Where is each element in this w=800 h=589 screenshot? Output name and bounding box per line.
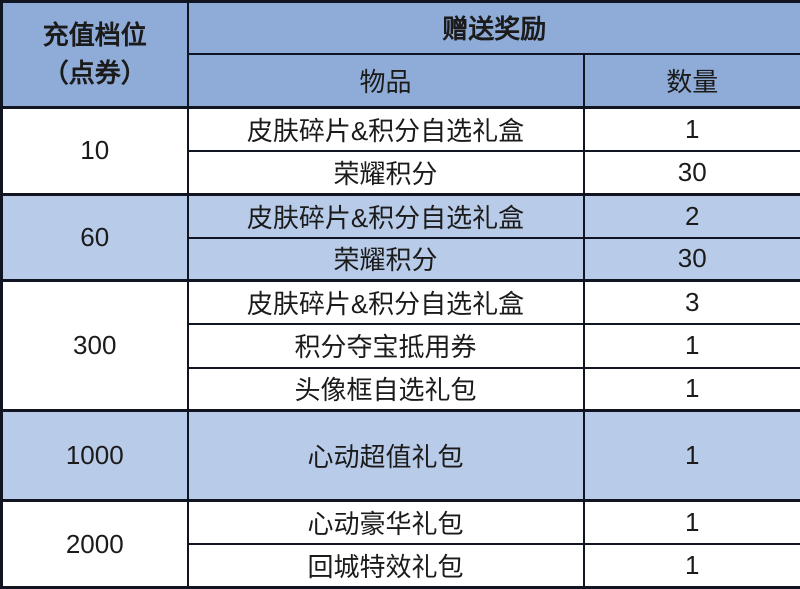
qty-cell: 1 xyxy=(582,499,800,546)
qty-cell: 1 xyxy=(582,543,800,589)
tier-group-row: 荣耀积分 30 xyxy=(2,236,800,282)
tier-header-line1: 充值档位 xyxy=(42,19,147,50)
item-cell: 积分夺宝抵用券 xyxy=(186,323,585,369)
tier-group-row: 回城特效礼包 1 xyxy=(2,543,800,589)
tier-group-row: 10 皮肤碎片&积分自选礼盒 1 xyxy=(0,105,800,196)
tier-column-header: 充值档位 （点券） xyxy=(0,0,189,109)
header-row-top: 充值档位 （点券） 赠送奖励 xyxy=(0,0,800,109)
tier-group-row: 头像框自选礼包 1 xyxy=(2,366,800,412)
item-cell: 头像框自选礼包 xyxy=(186,366,585,412)
tier-cell: 10 xyxy=(0,106,189,196)
item-column-header: 物品 xyxy=(186,52,585,109)
item-cell: 荣耀积分 xyxy=(186,149,585,196)
tier-cell: 300 xyxy=(0,279,189,412)
tier-group-row: 1000 心动超值礼包 1 xyxy=(0,409,800,502)
tier-group-row: 300 皮肤碎片&积分自选礼盒 3 xyxy=(0,279,800,412)
tier-group-row: 60 皮肤碎片&积分自选礼盒 2 xyxy=(0,192,800,282)
item-cell: 心动豪华礼包 xyxy=(186,499,585,546)
qty-cell: 1 xyxy=(582,105,800,152)
tier-group-row: 荣耀积分 30 xyxy=(2,149,800,196)
qty-cell: 1 xyxy=(582,366,800,412)
qty-cell: 30 xyxy=(582,149,800,196)
qty-cell: 2 xyxy=(582,192,800,239)
tier-group-row: 2000 心动豪华礼包 1 xyxy=(0,499,800,589)
qty-cell: 1 xyxy=(582,323,800,369)
qty-cell: 30 xyxy=(582,236,800,282)
tier-cell: 2000 xyxy=(0,499,189,589)
tier-cell: 60 xyxy=(0,192,189,282)
qty-column-header: 数量 xyxy=(582,52,800,109)
item-cell: 心动超值礼包 xyxy=(186,409,585,502)
rewards-header: 赠送奖励 xyxy=(186,0,800,55)
item-cell: 荣耀积分 xyxy=(186,236,585,282)
tier-cell: 1000 xyxy=(0,409,189,502)
item-cell: 皮肤碎片&积分自选礼盒 xyxy=(186,279,585,326)
item-cell: 皮肤碎片&积分自选礼盒 xyxy=(186,192,585,239)
header-row-sub: 物品 数量 xyxy=(2,52,800,109)
qty-cell: 1 xyxy=(582,409,800,502)
table-header: 充值档位 （点券） 赠送奖励 物品 数量 xyxy=(0,0,800,109)
item-cell: 回城特效礼包 xyxy=(186,543,585,589)
tier-header-line2: （点券） xyxy=(42,57,147,88)
tier-group-row: 积分夺宝抵用券 1 xyxy=(2,323,800,369)
table-body: 10 皮肤碎片&积分自选礼盒 1 荣耀积分 30 60 皮肤碎片&积分自选礼盒 2 荣耀积分 30… xyxy=(0,105,800,589)
qty-cell: 3 xyxy=(582,279,800,326)
item-cell: 皮肤碎片&积分自选礼盒 xyxy=(186,105,585,152)
